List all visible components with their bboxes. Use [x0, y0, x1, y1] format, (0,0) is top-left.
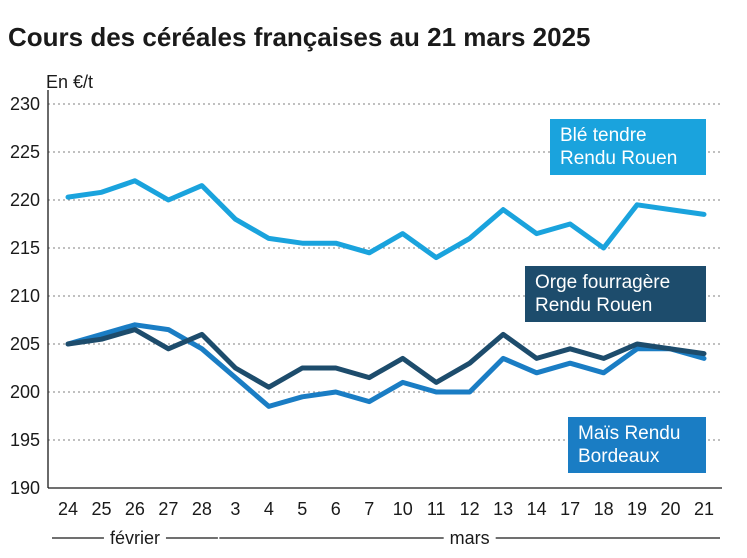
x-tick-label: 14	[527, 499, 547, 519]
y-tick-label: 210	[10, 286, 40, 306]
x-tick-label: 7	[364, 499, 374, 519]
y-tick-label: 215	[10, 238, 40, 258]
x-tick-label: 12	[460, 499, 480, 519]
x-tick-label: 3	[230, 499, 240, 519]
x-tick-label: 25	[91, 499, 111, 519]
x-tick-label: 11	[427, 499, 446, 519]
y-tick-label: 225	[10, 142, 40, 162]
month-label-0: février	[110, 528, 160, 548]
x-tick-label: 17	[560, 499, 580, 519]
month-label-1: mars	[450, 528, 490, 548]
x-tick-label: 19	[627, 499, 647, 519]
x-tick-label: 20	[661, 499, 681, 519]
y-tick-label: 195	[10, 430, 40, 450]
legend-orge-line-2: Rendu Rouen	[535, 295, 653, 316]
x-tick-label: 27	[158, 499, 178, 519]
x-tick-label: 10	[393, 499, 413, 519]
y-tick-label: 230	[10, 94, 40, 114]
legend-orge-fourragere: Orge fourragère Rendu Rouen	[525, 266, 706, 322]
x-tick-label: 21	[694, 499, 714, 519]
legend-ble-line-1: Blé tendre	[560, 125, 647, 146]
series-line-0	[65, 178, 707, 261]
legend-ble-line-2: Rendu Rouen	[560, 148, 678, 169]
x-tick-label: 5	[297, 499, 307, 519]
x-tick-label: 28	[192, 499, 212, 519]
legend-mais-bordeaux: Maïs Rendu Bordeaux	[568, 417, 706, 473]
y-axis-label: En €/t	[46, 72, 93, 92]
x-tick-label: 18	[594, 499, 614, 519]
y-tick-label: 200	[10, 382, 40, 402]
chart-title: Cours des céréales françaises au 21 mars…	[8, 22, 591, 52]
x-tick-label: 24	[58, 499, 78, 519]
x-tick-label: 4	[264, 499, 274, 519]
series-line-1	[65, 327, 707, 390]
legend-mais-line-2: Bordeaux	[578, 446, 660, 467]
x-tick-label: 6	[331, 499, 341, 519]
x-tick-label: 26	[125, 499, 145, 519]
y-tick-label: 190	[10, 478, 40, 498]
legend-ble-tendre: Blé tendre Rendu Rouen	[550, 119, 706, 175]
y-tick-label: 205	[10, 334, 40, 354]
x-tick-label: 13	[493, 499, 513, 519]
y-tick-label: 220	[10, 190, 40, 210]
legend-orge-line-1: Orge fourragère	[535, 272, 671, 293]
series-line-2	[65, 322, 707, 409]
legend-mais-line-1: Maïs Rendu	[578, 423, 681, 444]
